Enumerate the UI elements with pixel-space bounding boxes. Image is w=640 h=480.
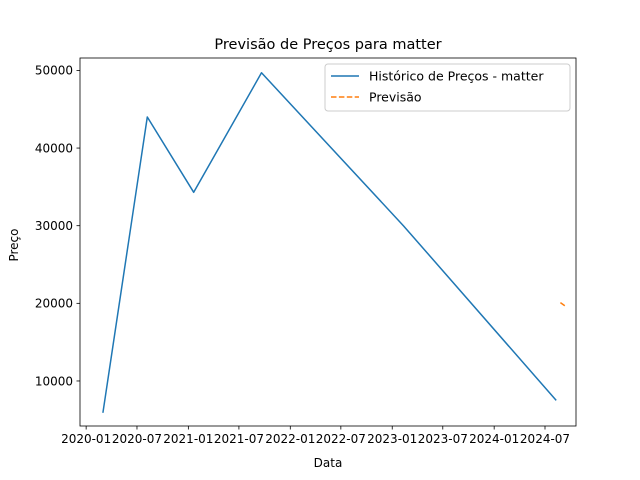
axes: 2020-01 2020-07 2021-01 2021-07 2022-01 2022-…	[35, 57, 577, 446]
legend-label-1: Previsão	[369, 90, 422, 105]
y-axis-label: Preço	[7, 228, 21, 261]
x-tick-label: 2020-07	[112, 432, 162, 446]
legend-label-0: Histórico de Preços - matter	[369, 69, 544, 84]
y-tick-label: 20000	[35, 297, 73, 311]
legend-box	[324, 63, 571, 112]
y-tick-label: 10000	[35, 374, 73, 388]
series-layer	[102, 72, 566, 413]
x-axis-label: Data	[314, 456, 343, 470]
plot-frame	[79, 57, 577, 427]
y-tick-label: 30000	[35, 219, 73, 233]
series-line-1	[559, 301, 566, 307]
chart-title: Previsão de Preços para matter	[214, 37, 441, 53]
legend: Histórico de Preços - matter Previsão	[324, 63, 571, 112]
y-tick-label: 50000	[35, 64, 73, 78]
x-tick-label: 2023-01	[367, 432, 417, 446]
series-line-0	[102, 72, 557, 413]
y-tick-label: 40000	[35, 141, 73, 155]
x-tick-label: 2023-07	[418, 432, 468, 446]
x-tick-label: 2021-01	[163, 432, 213, 446]
x-tick-label: 2022-07	[316, 432, 366, 446]
x-tick-label: 2024-07	[520, 432, 570, 446]
x-tick-label: 2024-01	[469, 432, 519, 446]
x-tick-label: 2022-01	[265, 432, 315, 446]
x-tick-label: 2021-07	[214, 432, 264, 446]
x-tick-label: 2020-01	[61, 432, 111, 446]
